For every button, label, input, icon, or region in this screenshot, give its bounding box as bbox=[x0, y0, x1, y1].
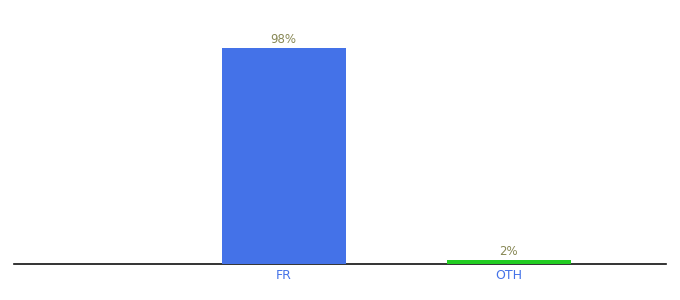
Text: 98%: 98% bbox=[271, 33, 296, 46]
Bar bbox=[222, 47, 345, 264]
Bar bbox=[447, 260, 571, 264]
Text: 2%: 2% bbox=[500, 245, 518, 258]
